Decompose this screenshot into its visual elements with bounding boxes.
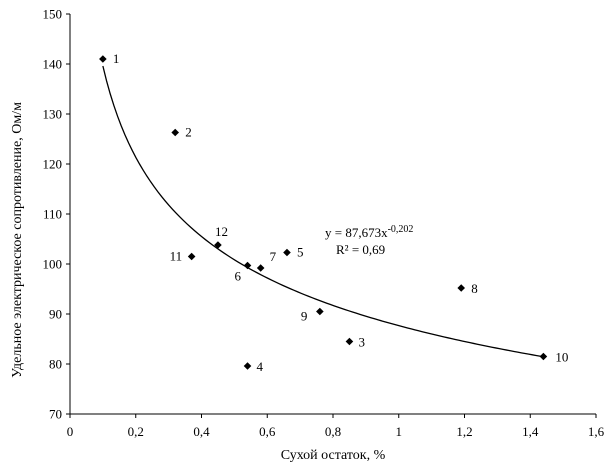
- data-point-label-5: 5: [297, 245, 304, 260]
- data-point-label-7: 7: [270, 249, 277, 264]
- data-point-1: [99, 55, 107, 63]
- x-axis-title: Сухой остаток, %: [281, 448, 386, 463]
- data-point-label-9: 9: [301, 309, 308, 324]
- y-tick-label: 90: [49, 307, 62, 322]
- data-point-4: [243, 362, 252, 370]
- data-points: [99, 55, 548, 370]
- data-point-label-8: 8: [471, 281, 478, 296]
- x-tick-label: 0,2: [128, 424, 144, 439]
- y-tick-label: 80: [49, 357, 62, 372]
- y-tick-label: 100: [43, 257, 63, 272]
- y-tick-label: 150: [43, 7, 63, 22]
- y-tick-label: 120: [43, 157, 63, 172]
- data-point-label-11: 11: [170, 249, 183, 264]
- r-squared-text: R² = 0,69: [336, 242, 385, 257]
- y-tick-label: 110: [43, 207, 62, 222]
- data-point-9: [316, 307, 324, 316]
- data-point-label-12: 12: [215, 224, 228, 239]
- x-tick-label: 1,6: [588, 424, 605, 439]
- data-point-label-4: 4: [257, 359, 264, 374]
- y-axis-title: Удельное электрическое сопротивление, Ом…: [10, 102, 25, 378]
- axes: [66, 13, 597, 418]
- trendline-equation: y = 87,673x-0,202: [325, 224, 413, 240]
- data-point-label-10: 10: [555, 350, 568, 365]
- x-tick-label: 0,4: [193, 424, 210, 439]
- x-tick-label: 0,6: [259, 424, 276, 439]
- y-tick-label: 140: [43, 57, 63, 72]
- x-tick-label: 0,8: [325, 424, 341, 439]
- data-point-label-2: 2: [185, 125, 192, 140]
- data-point-label-1: 1: [113, 51, 120, 66]
- x-tick-label: 1,2: [456, 424, 472, 439]
- data-point-11: [187, 252, 196, 261]
- data-point-2: [171, 128, 179, 137]
- data-point-label-3: 3: [358, 335, 365, 350]
- data-point-10: [539, 352, 548, 361]
- y-tick-labels: 70 80 90 100 110 120 130 140 150: [43, 7, 63, 422]
- data-point-5: [283, 248, 291, 257]
- x-tick-label: 0: [67, 424, 74, 439]
- data-point-8: [457, 284, 466, 292]
- data-point-3: [345, 337, 354, 346]
- data-point-12: [214, 241, 222, 249]
- y-tick-label: 130: [43, 107, 63, 122]
- data-point-7: [256, 264, 265, 272]
- data-point-label-6: 6: [235, 269, 242, 284]
- trendline-equation-exponent: -0,202: [388, 224, 414, 235]
- trendline-equation-base: y = 87,673x: [325, 225, 388, 240]
- data-point-6: [243, 261, 252, 270]
- y-tick-label: 70: [49, 407, 62, 422]
- trendline: [102, 65, 544, 358]
- x-tick-label: 1: [396, 424, 403, 439]
- x-tick-labels: 0 0,2 0,4 0,6 0,8 1 1,2 1,4 1,6: [67, 424, 605, 439]
- x-tick-label: 1,4: [522, 424, 539, 439]
